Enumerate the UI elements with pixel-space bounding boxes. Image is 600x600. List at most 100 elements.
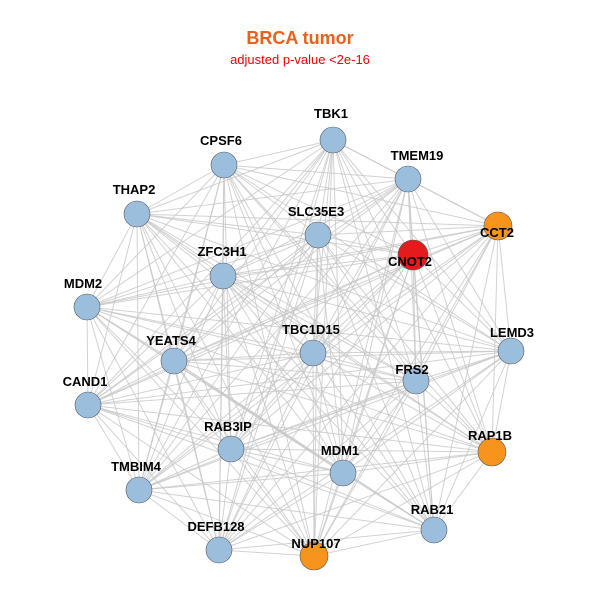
edge-RAB3IP-DEFB128 (218, 448, 232, 551)
edge-TBC1D15-RAP1B (312, 352, 493, 453)
edge-TMEM19-NUP107 (313, 178, 409, 557)
node-label-TBK1: TBK1 (314, 106, 348, 121)
node-MDM2 (73, 293, 101, 321)
edge-CPSF6-TMBIM4 (138, 164, 225, 491)
node-THAP2 (123, 200, 151, 228)
edge-FRS2-MDM1 (342, 380, 417, 474)
edge-CPSF6-CCT2 (223, 164, 499, 227)
node-label-SLC35E3: SLC35E3 (288, 204, 344, 219)
node-label-CPSF6: CPSF6 (200, 133, 242, 148)
edge-TBK1-YEATS4 (173, 139, 334, 362)
edge-SLC35E3-RAB21 (317, 234, 435, 531)
edge-YEATS4-RAP1B (173, 360, 493, 453)
node-RAB21 (420, 516, 448, 544)
edge-CAND1-NUP107 (87, 404, 315, 557)
edge-CAND1-RAB3IP (87, 404, 232, 450)
node-CCT2 (483, 211, 513, 241)
node-label-CCT2: CCT2 (480, 225, 514, 240)
edge-ZFC3H1-DEFB128 (218, 275, 224, 551)
edge-THAP2-SLC35E3 (136, 213, 319, 236)
edge-CCT2-DEFB128 (218, 225, 499, 551)
edge-RAP1B-TMBIM4 (138, 451, 493, 491)
edge-CCT2-FRS2 (415, 225, 499, 382)
edge-TMEM19-TBC1D15 (312, 178, 409, 354)
edge-THAP2-RAB21 (136, 213, 435, 531)
edge-CNOT2-CAND1 (87, 254, 414, 406)
edge-SLC35E3-NUP107 (313, 234, 319, 557)
edge-MDM1-NUP107 (313, 472, 344, 557)
edge-SLC35E3-ZFC3H1 (222, 234, 319, 277)
edge-CNOT2-YEATS4 (173, 254, 414, 362)
edge-CPSF6-RAB21 (223, 164, 435, 531)
node-label-YEATS4: YEATS4 (146, 333, 196, 348)
edge-FRS2-RAB3IP (230, 380, 417, 450)
edge-TBC1D15-RAB21 (312, 352, 435, 531)
edge-CAND1-MDM1 (87, 404, 344, 474)
edge-ZFC3H1-CAND1 (87, 275, 224, 406)
edge-CAND1-DEFB128 (87, 404, 220, 551)
edge-RAB21-NUP107 (313, 529, 435, 557)
edge-LEMD3-RAB21 (433, 350, 512, 531)
edge-TMEM19-MDM1 (342, 178, 409, 474)
node-FRS2 (402, 367, 430, 395)
edge-FRS2-NUP107 (313, 380, 417, 557)
edge-FRS2-TMBIM4 (138, 380, 417, 491)
edge-TBK1-CPSF6 (223, 139, 334, 166)
edge-DEFB128-NUP107 (218, 549, 315, 557)
node-TBK1 (319, 126, 347, 154)
node-label-CAND1: CAND1 (63, 374, 108, 389)
edge-TMEM19-FRS2 (407, 178, 417, 382)
node-NUP107 (299, 541, 329, 571)
edge-CPSF6-CNOT2 (223, 164, 414, 256)
edge-RAP1B-DEFB128 (218, 451, 493, 551)
edge-LEMD3-TMBIM4 (138, 350, 512, 491)
edge-RAB3IP-MDM1 (230, 448, 344, 474)
node-TBC1D15 (299, 339, 327, 367)
edge-TBK1-MDM2 (86, 139, 334, 308)
edge-SLC35E3-DEFB128 (218, 234, 319, 551)
node-label-TMEM19: TMEM19 (391, 148, 444, 163)
edge-THAP2-MDM1 (136, 213, 344, 474)
edge-YEATS4-CAND1 (87, 360, 175, 406)
node-label-TBC1D15: TBC1D15 (282, 322, 340, 337)
node-DEFB128 (205, 536, 233, 564)
figure-subtitle: adjusted p-value <2e-16 (230, 52, 370, 67)
edge-CCT2-ZFC3H1 (222, 225, 499, 277)
edge-CNOT2-TMBIM4 (138, 254, 414, 491)
edge-RAB3IP-NUP107 (230, 448, 315, 557)
node-CNOT2 (397, 239, 429, 271)
node-TMEM19 (394, 165, 422, 193)
edge-FRS2-RAB21 (415, 380, 435, 531)
edge-ZFC3H1-MDM1 (222, 275, 344, 474)
edge-CPSF6-TMEM19 (223, 164, 409, 180)
node-LEMD3 (497, 337, 525, 365)
node-RAP1B (477, 437, 507, 467)
edge-RAB3IP-TMBIM4 (138, 448, 232, 491)
edge-MDM1-RAP1B (342, 451, 493, 474)
edge-CNOT2-RAP1B (412, 254, 493, 453)
edge-THAP2-TMBIM4 (136, 213, 140, 491)
edge-LEMD3-MDM1 (342, 350, 512, 474)
edge-TBC1D15-YEATS4 (173, 352, 314, 362)
edge-THAP2-CCT2 (136, 213, 499, 227)
edge-CCT2-NUP107 (313, 225, 499, 557)
node-label-LEMD3: LEMD3 (490, 325, 534, 340)
edge-SLC35E3-TBC1D15 (312, 234, 319, 354)
figure-title: BRCA tumor (246, 28, 354, 48)
edge-SLC35E3-MDM2 (86, 234, 319, 308)
node-CPSF6 (210, 151, 238, 179)
edge-SLC35E3-RAB3IP (230, 234, 319, 450)
edge-FRS2-DEFB128 (218, 380, 417, 551)
edge-ZFC3H1-RAB3IP (222, 275, 232, 450)
node-ZFC3H1 (209, 262, 237, 290)
edge-TMEM19-SLC35E3 (317, 178, 409, 236)
edge-CCT2-CAND1 (87, 225, 499, 406)
edge-RAB21-DEFB128 (218, 529, 435, 551)
edge-CPSF6-SLC35E3 (223, 164, 319, 236)
edge-LEMD3-RAP1B (491, 350, 512, 453)
edge-ZFC3H1-FRS2 (222, 275, 417, 382)
edge-TMEM19-THAP2 (136, 178, 409, 215)
edge-SLC35E3-MDM1 (317, 234, 344, 474)
node-RAB3IP (217, 435, 245, 463)
edge-THAP2-ZFC3H1 (136, 213, 224, 277)
